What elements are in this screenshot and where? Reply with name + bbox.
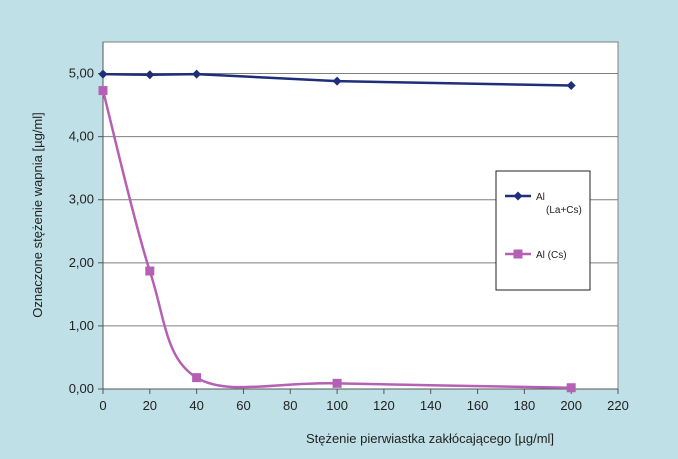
x-tick-label: 100 — [326, 398, 348, 413]
x-axis-title: Stężenie pierwiastka zakłócającego [µg/m… — [306, 431, 554, 446]
x-tick-label: 20 — [143, 398, 157, 413]
x-tick-label: 40 — [189, 398, 203, 413]
x-tick-label: 180 — [514, 398, 536, 413]
tick-labels: 0,00 1,00 2,00 3,00 4,00 5,00 0 20 40 60 80 100 120 1… — [69, 66, 629, 413]
y-tick-label: 0,00 — [69, 381, 94, 396]
x-tick-label: 160 — [467, 398, 489, 413]
legend-box — [495, 170, 591, 291]
x-tick-label: 220 — [607, 398, 629, 413]
legend: Al(La+Cs) Al (Cs) — [495, 170, 591, 291]
x-tick-label: 0 — [99, 398, 106, 413]
series-2-point — [332, 378, 342, 388]
y-tick-label: 4,00 — [69, 129, 94, 144]
y-axis-title: Oznaczone stężenie wapnia [µg/ml] — [30, 112, 45, 318]
y-tick-label: 3,00 — [69, 192, 94, 207]
series-2-point — [566, 383, 576, 393]
series-1-point — [332, 76, 342, 86]
series-1-point — [192, 69, 202, 79]
y-tick-label: 1,00 — [69, 318, 94, 333]
x-tick-label: 80 — [283, 398, 297, 413]
y-tick-label: 2,00 — [69, 255, 94, 270]
y-tick-label: 5,00 — [69, 66, 94, 81]
series-2-point — [192, 373, 202, 383]
series-2-point — [145, 266, 155, 276]
legend-marker-2 — [513, 249, 523, 259]
legend-label-1: Al(La+Cs) — [536, 192, 582, 216]
legend-label-2: Al (Cs) — [536, 250, 567, 261]
series-1-point — [566, 81, 576, 91]
x-tick-label: 140 — [420, 398, 442, 413]
series-layer — [98, 69, 576, 393]
legend-marker-1 — [513, 191, 523, 201]
axes — [98, 42, 619, 394]
x-tick-label: 200 — [560, 398, 582, 413]
series-2-point — [98, 86, 108, 96]
x-tick-label: 60 — [236, 398, 250, 413]
series-1-point — [145, 70, 155, 80]
x-tick-label: 120 — [373, 398, 395, 413]
series-1-point — [98, 69, 108, 79]
